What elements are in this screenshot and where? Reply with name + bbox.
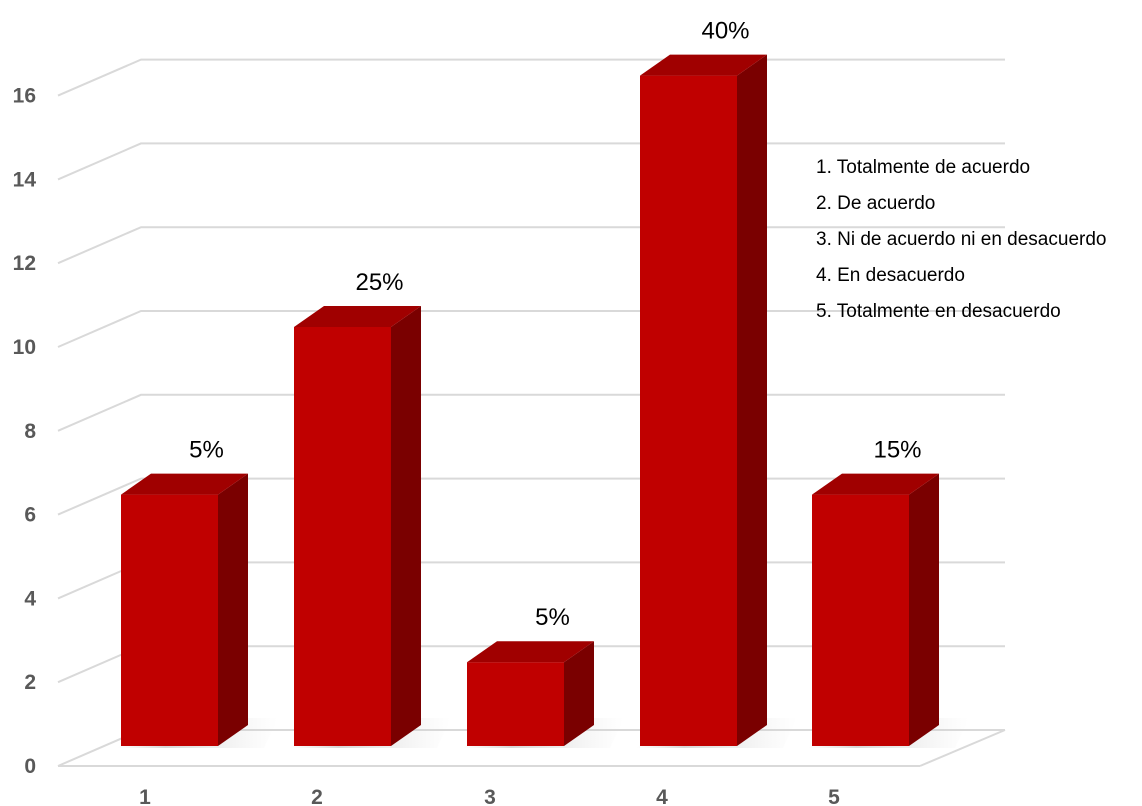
x-axis: 1 2 3 4 5 (139, 786, 840, 806)
bar-top (121, 473, 248, 495)
y-tick-label: 16 (13, 85, 36, 108)
data-label: 40% (701, 18, 749, 45)
data-label: 5% (535, 604, 570, 631)
data-label: 25% (355, 269, 403, 296)
bar-side (391, 306, 421, 746)
bar-top (640, 54, 767, 76)
bar-side (218, 473, 248, 746)
y-tick-label: 10 (13, 336, 36, 359)
y-tick-label: 2 (24, 671, 36, 694)
data-labels: 5% 25% 5% 40% 15% (189, 18, 921, 632)
bar-top (812, 473, 939, 495)
bar-front (467, 662, 564, 746)
bar-front (294, 327, 391, 746)
x-tick-label: 3 (484, 786, 496, 806)
bar-front (812, 494, 909, 746)
x-tick-label: 1 (139, 786, 151, 806)
bar-top (467, 641, 594, 663)
floor-right-edge (919, 729, 1006, 767)
bar-top (294, 306, 421, 327)
bar-2 (290, 306, 451, 748)
y-tick-label: 6 (24, 504, 36, 527)
bar-side (909, 473, 939, 746)
legend-entry: 4. En desacuerdo (816, 265, 965, 286)
bar-4 (636, 54, 797, 748)
y-tick-label: 12 (13, 252, 36, 275)
x-tick-label: 4 (656, 786, 668, 806)
y-tick-label: 0 (24, 755, 36, 778)
legend-entry: 2. De acuerdo (816, 193, 935, 214)
bar-1 (117, 473, 278, 748)
bars (117, 54, 969, 748)
y-tick-label: 8 (24, 420, 36, 443)
bar-side (564, 641, 594, 746)
bar-side (737, 54, 767, 747)
x-tick-label: 2 (311, 786, 323, 806)
bar-3 (463, 641, 624, 748)
legend: 1. Totalmente de acuerdo 2. De acuerdo 3. … (816, 157, 1106, 322)
y-tick-label: 4 (24, 587, 36, 610)
y-tick-label: 14 (13, 168, 37, 191)
x-tick-label: 5 (828, 786, 840, 806)
gridline (57, 58, 1005, 97)
legend-entry: 3. Ni de acuerdo ni en desacuerdo (816, 229, 1106, 250)
gridline (57, 393, 1005, 432)
data-label: 15% (873, 437, 921, 464)
legend-entry: 5. Totalmente en desacuerdo (816, 301, 1061, 322)
bar-front (121, 494, 218, 746)
data-label: 5% (189, 437, 224, 464)
bar-front (640, 75, 737, 747)
y-axis: 0 2 4 6 8 10 12 14 16 (13, 85, 37, 778)
bar-5 (808, 473, 969, 748)
legend-entry: 1. Totalmente de acuerdo (816, 157, 1030, 178)
